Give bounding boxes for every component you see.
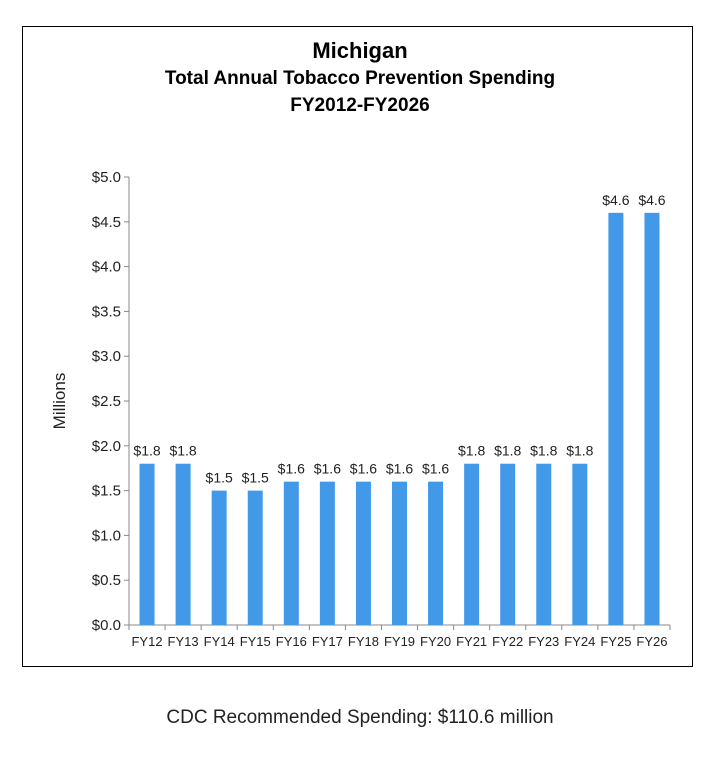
- x-tick-label: FY25: [600, 634, 631, 649]
- bar-fy22: [500, 463, 516, 625]
- x-tick-label: FY24: [564, 634, 595, 649]
- y-tick-label: $5.0: [92, 169, 121, 186]
- bar-fy15: [247, 490, 263, 625]
- data-label: $1.6: [350, 461, 377, 477]
- bar-fy12: [139, 463, 155, 625]
- data-label: $1.8: [133, 443, 160, 459]
- y-tick-label: $3.0: [92, 348, 121, 365]
- bar-fy14: [211, 490, 227, 625]
- x-tick-label: FY21: [456, 634, 487, 649]
- x-tick-label: FY23: [528, 634, 559, 649]
- x-tick-label: FY16: [276, 634, 307, 649]
- y-tick-label: $2.5: [92, 393, 121, 410]
- y-tick-label: $4.5: [92, 214, 121, 231]
- chart-frame: [22, 26, 693, 667]
- x-tick-label: FY14: [204, 634, 235, 649]
- bar-fy16: [283, 481, 299, 625]
- bar-fy26: [644, 212, 660, 625]
- chart-subtitle: Total Annual Tobacco Prevention Spending: [164, 68, 556, 89]
- data-label: $1.6: [314, 461, 341, 477]
- y-tick-label: $1.0: [92, 527, 121, 544]
- y-tick-label: $2.0: [92, 438, 121, 455]
- x-tick-label: FY13: [168, 634, 199, 649]
- cdc-recommended-spending: CDC Recommended Spending: $110.6 million: [166, 707, 554, 728]
- bar-fy25: [608, 212, 624, 625]
- x-tick-label: FY17: [312, 634, 343, 649]
- y-tick-label: $3.5: [92, 303, 121, 320]
- data-label: $4.6: [638, 192, 665, 208]
- data-label: $1.8: [458, 443, 485, 459]
- data-label: $1.6: [278, 461, 305, 477]
- bar-fy20: [428, 481, 444, 625]
- bar-fy19: [392, 481, 407, 625]
- data-label: $1.8: [530, 443, 557, 459]
- x-tick-label: FY22: [492, 634, 523, 649]
- y-tick-label: $4.0: [92, 259, 121, 276]
- bar-fy17: [319, 481, 335, 625]
- data-label: $1.6: [386, 461, 413, 477]
- data-label: $1.6: [422, 461, 449, 477]
- x-tick-label: FY20: [420, 634, 451, 649]
- y-tick-label: $0.5: [92, 572, 121, 589]
- data-label: $4.6: [602, 192, 629, 208]
- y-axis-label: Millions: [50, 373, 69, 430]
- bar-chart: $0.0 $0.5 $1.0 $1.5 $2.0 $2.5 $3.0 $3.5 $4.0 $4.5…: [50, 169, 671, 649]
- data-label: $1.8: [494, 443, 521, 459]
- data-label: $1.5: [242, 470, 269, 486]
- data-label: $1.8: [169, 443, 196, 459]
- y-tick-label: $0.0: [92, 617, 121, 634]
- chart-subtitle-range: FY2012-FY2026: [290, 95, 430, 116]
- bar-fy21: [464, 463, 480, 625]
- bar-fy23: [536, 463, 552, 625]
- y-tick-label: $1.5: [92, 483, 121, 500]
- x-tick-label: FY18: [348, 634, 379, 649]
- x-tick-label: FY15: [240, 634, 271, 649]
- bar-fy18: [355, 481, 371, 625]
- chart-title: Michigan: [312, 38, 408, 63]
- x-tick-label: FY12: [131, 634, 162, 649]
- bar-fy13: [175, 463, 191, 625]
- bar-fy24: [572, 463, 588, 625]
- x-tick-label: FY19: [384, 634, 415, 649]
- x-tick-label: FY26: [636, 634, 667, 649]
- data-label: $1.5: [206, 470, 233, 486]
- data-label: $1.8: [566, 443, 593, 459]
